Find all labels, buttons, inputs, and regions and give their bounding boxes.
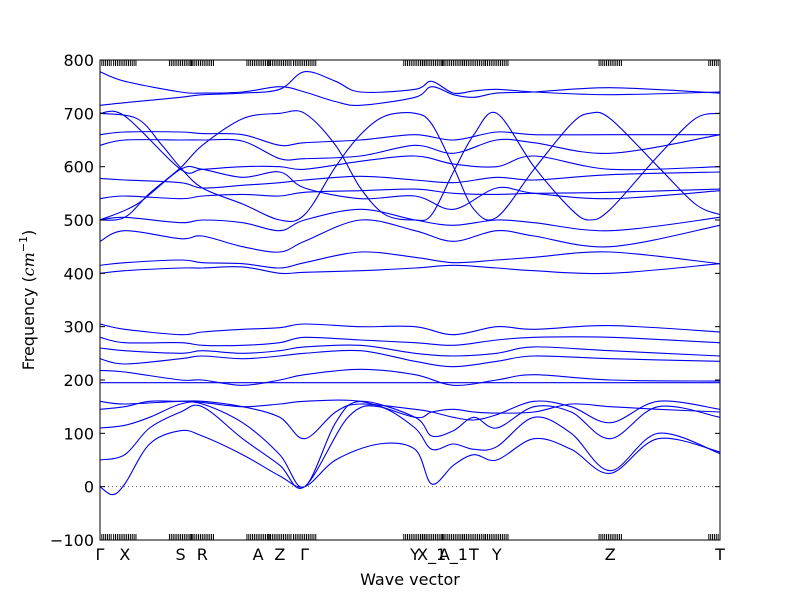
phonon-band-24	[99, 71, 721, 106]
k-point-label: R	[197, 545, 208, 564]
k-point-label: Γ	[300, 545, 309, 564]
k-point-label: Γ	[96, 545, 105, 564]
k-point-label: Z	[274, 545, 285, 564]
y-tick-label: 700	[63, 104, 94, 123]
k-point-label: S	[176, 545, 186, 564]
phonon-band-11	[99, 263, 721, 275]
y-tick-label: 200	[63, 371, 94, 390]
y-axis-title-prefix: Frequency (	[19, 276, 38, 370]
y-tick-label: −100	[50, 531, 94, 550]
phonon-band-19	[99, 134, 721, 161]
y-axis-title-suffix: )	[19, 230, 38, 236]
phonon-band-23	[99, 71, 721, 106]
k-point-label: Z	[605, 545, 616, 564]
phonon-band-20	[99, 131, 720, 147]
phonon-band-4	[99, 399, 721, 419]
k-point-label: X_1	[417, 545, 446, 565]
y-axis-title: Frequency (cm−1)	[17, 230, 38, 371]
phonon-band-21	[99, 111, 721, 223]
x-axis-title: Wave vector	[360, 570, 460, 589]
k-point-label: A	[253, 545, 264, 564]
phonon-band-8	[99, 344, 721, 357]
phonon-band-17	[99, 171, 721, 189]
y-axis-title-unit-exponent: −1	[17, 236, 30, 252]
y-tick-label: 400	[63, 264, 94, 283]
phonon-band-0	[99, 429, 721, 496]
y-tick-label: 500	[63, 211, 94, 230]
band-lines	[99, 71, 721, 496]
y-tick-label: 0	[84, 478, 94, 497]
phonon-band-6	[99, 368, 721, 386]
phonon-band-7	[99, 349, 721, 368]
phonon-band-2	[99, 400, 721, 488]
phonon-band-13	[99, 219, 721, 253]
phonon-band-1	[99, 404, 721, 489]
k-point-label: X	[119, 545, 130, 564]
y-tick-label: 600	[63, 158, 94, 177]
k-point-label: A_1	[439, 545, 468, 565]
k-point-label: T	[468, 545, 479, 564]
k-point-label: Y	[409, 545, 420, 564]
y-axis: −100 0 100 200 300 400 500 600 700 800	[50, 51, 720, 550]
x-axis: Γ X S R A Z Γ YX_1A_1 T Y Z T	[96, 60, 725, 565]
y-tick-label: 100	[63, 424, 94, 443]
phonon-band-9	[99, 336, 721, 347]
y-axis-title-unit: cm	[19, 252, 38, 276]
plot-frame	[99, 59, 721, 541]
phonon-band-16	[99, 188, 721, 200]
phonon-band-3	[99, 400, 721, 440]
y-tick-label: 800	[63, 51, 94, 70]
phonon-band-18	[99, 110, 721, 174]
y-tick-label: 300	[63, 318, 94, 337]
phonon-band-14	[99, 208, 721, 232]
phonon-band-10	[99, 323, 721, 336]
k-point-label: T	[714, 545, 725, 564]
phonon-band-12	[99, 251, 721, 269]
phonon-band-22	[99, 110, 721, 221]
k-point-label: Y	[491, 545, 502, 564]
